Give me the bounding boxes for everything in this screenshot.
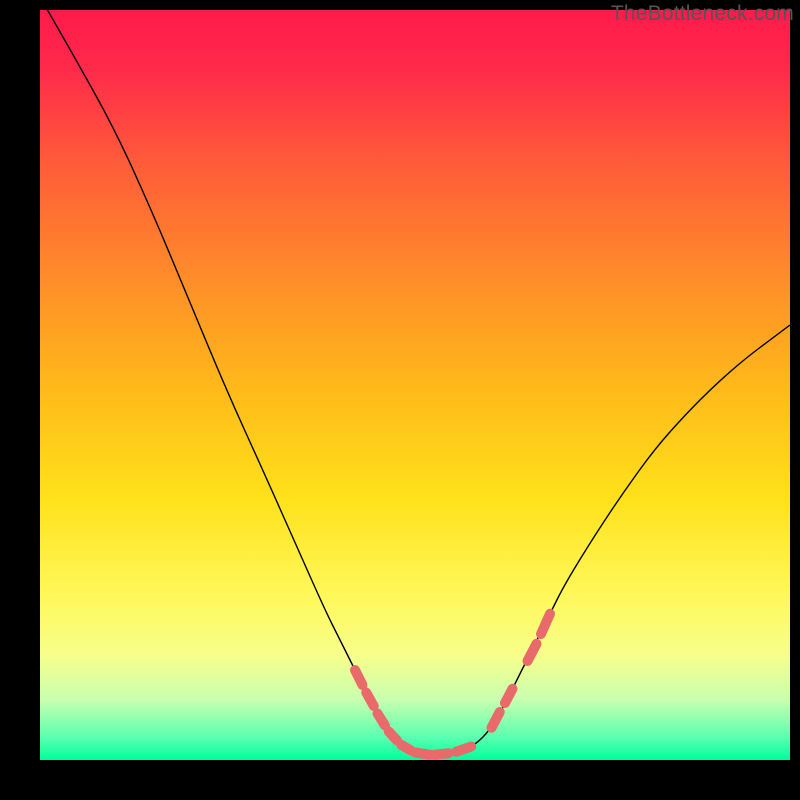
- bottleneck-curve: [48, 10, 791, 754]
- highlight-markers: [355, 614, 550, 755]
- watermark-label: TheBottleneck.com: [611, 2, 794, 26]
- chart-container: TheBottleneck.com: [0, 0, 800, 800]
- bottleneck-chart: [0, 0, 800, 800]
